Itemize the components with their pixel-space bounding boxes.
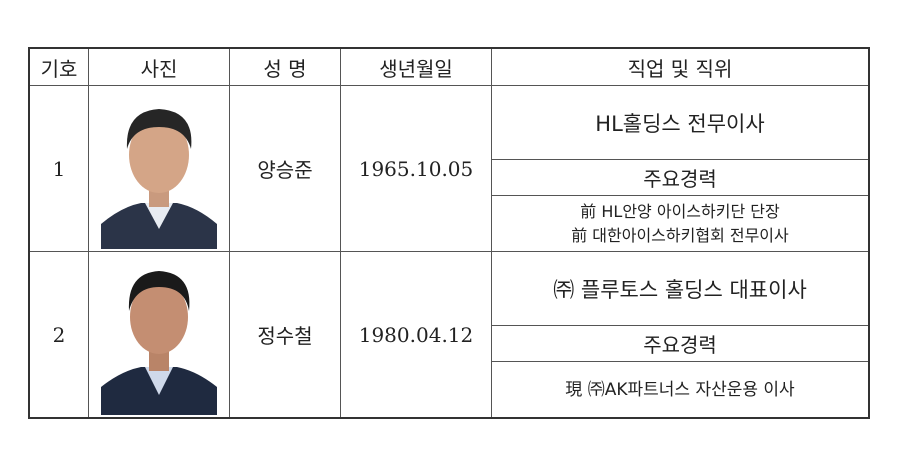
portrait-photo — [88, 85, 230, 252]
table-row: 1 양승준 1965.10.05 HL홀딩스 전무이사 — [28, 85, 870, 252]
name-cell: 정수철 — [229, 251, 341, 419]
name-cell: 양승준 — [229, 85, 341, 252]
row-no: 1 — [28, 85, 89, 252]
portrait-image — [101, 254, 217, 415]
portrait-image — [101, 88, 217, 249]
table-row: 2 정수철 1980.04.12 ㈜ 플루토스 홀딩스 대표이사 — [28, 251, 870, 419]
portrait-photo — [88, 251, 230, 419]
career-item: 前 대한아이스하키협회 전무이사 — [571, 225, 789, 245]
career-label: 주요경력 — [491, 325, 870, 362]
row-no: 2 — [28, 251, 89, 419]
career-list: 現 ㈜AK파트너스 자산운용 이사 — [491, 361, 870, 419]
header-birth: 생년월일 — [340, 47, 492, 86]
birthdate-cell: 1980.04.12 — [340, 251, 492, 419]
career-item: 現 ㈜AK파트너스 자산운용 이사 — [565, 379, 795, 400]
birthdate-cell: 1965.10.05 — [340, 85, 492, 252]
career-label: 주요경력 — [491, 159, 870, 196]
header-job: 직업 및 직위 — [491, 47, 870, 86]
career-list: 前 HL안양 아이스하키단 단장 前 대한아이스하키협회 전무이사 — [491, 195, 870, 252]
career-item: 前 HL안양 아이스하키단 단장 — [580, 201, 780, 221]
position-cell: ㈜ 플루토스 홀딩스 대표이사 — [491, 251, 870, 326]
header-no: 기호 — [28, 47, 89, 86]
header-name: 성 명 — [229, 47, 341, 86]
header-photo: 사진 — [88, 47, 230, 86]
header-row: 기호 사진 성 명 생년월일 직업 및 직위 — [28, 47, 870, 86]
position-cell: HL홀딩스 전무이사 — [491, 85, 870, 160]
candidates-table: 기호 사진 성 명 생년월일 직업 및 직위 1 양승준 1965.10.05 … — [28, 47, 870, 419]
